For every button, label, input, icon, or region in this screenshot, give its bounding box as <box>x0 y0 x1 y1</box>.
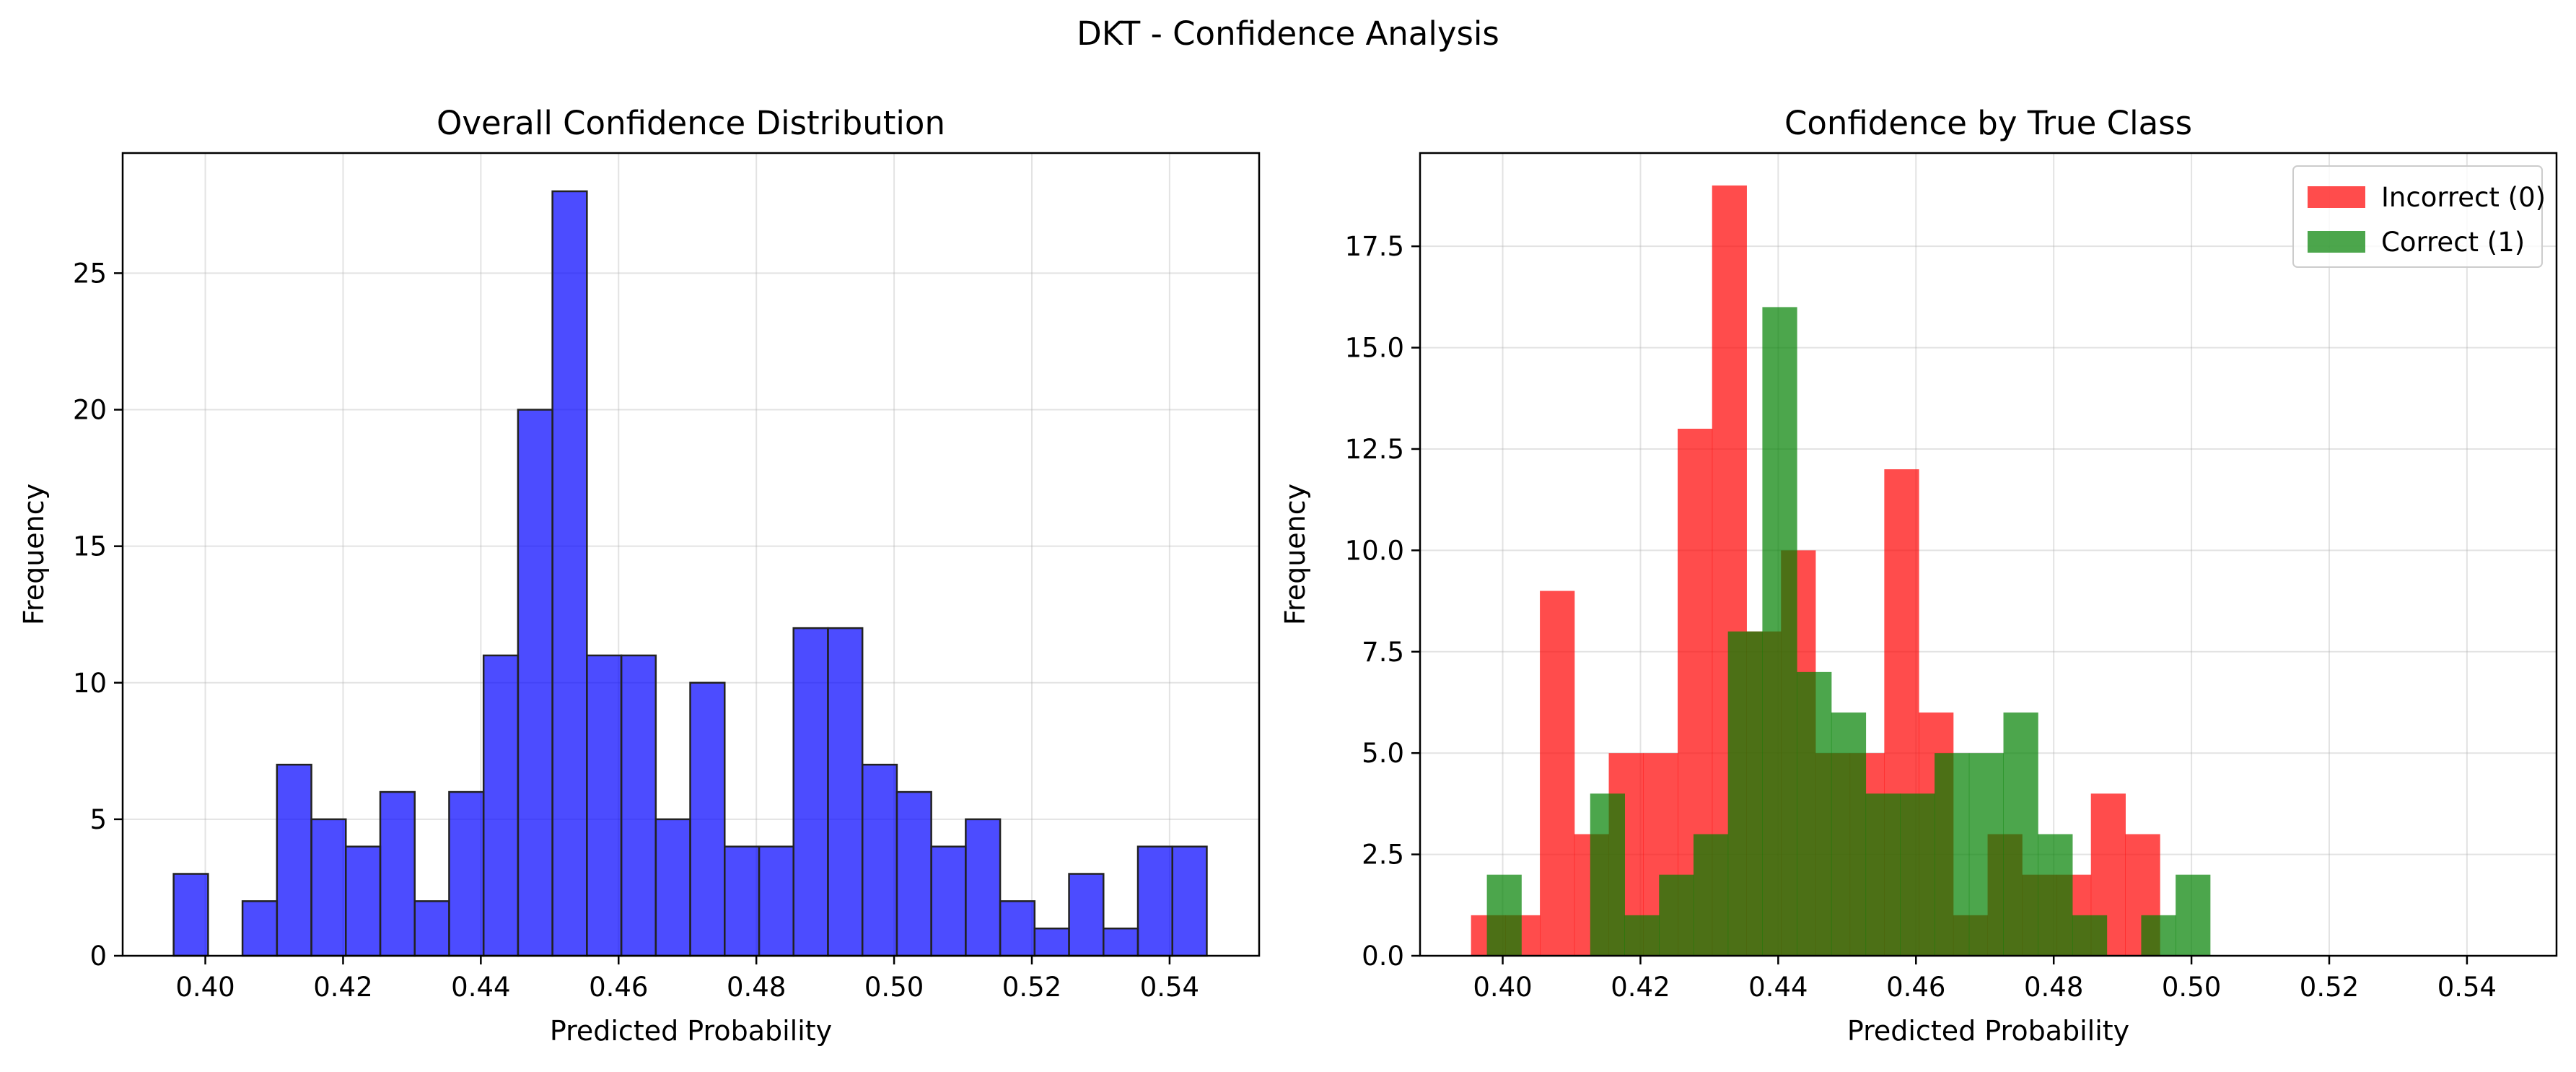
overall-bar <box>999 900 1036 957</box>
left-ytick-label: 5 <box>89 804 107 835</box>
right-ytick-label: 5.0 <box>1362 738 1404 769</box>
right-xtick-label: 0.46 <box>1886 972 1945 1003</box>
overall-bar <box>551 190 588 957</box>
left-xtick-label: 0.52 <box>1002 972 1061 1003</box>
overall-bar <box>482 654 520 957</box>
right-xtick-label: 0.40 <box>1473 972 1532 1003</box>
right-ytick-label: 2.5 <box>1362 840 1404 871</box>
correct-bar <box>1693 834 1729 956</box>
right-xtick-label: 0.42 <box>1611 972 1670 1003</box>
correct-bar <box>2176 874 2211 956</box>
right-ytick-label: 7.5 <box>1362 637 1404 668</box>
correct-bar <box>2072 915 2108 956</box>
left-ticks: 0.40 0.42 0.44 0.46 0.48 0.50 0.52 0.54 0 5 10 15 20… <box>73 258 1199 1003</box>
correct-bar <box>1727 631 1763 956</box>
left-chart-title: Overall Confidence Distribution <box>437 104 945 142</box>
right-chart-title: Confidence by True Class <box>1784 104 2192 142</box>
figure-title: DKT - Confidence Analysis <box>1077 14 1499 53</box>
overall-bar <box>172 873 209 957</box>
right-axes-frame <box>1419 152 2558 957</box>
right-bars <box>1471 185 2211 956</box>
overall-bar <box>724 845 761 957</box>
right-ytick-label: 0.0 <box>1362 941 1404 972</box>
right-xtick-label: 0.48 <box>2024 972 2083 1003</box>
overall-bar <box>895 790 932 957</box>
left-xtick-label: 0.50 <box>864 972 924 1003</box>
overall-bar <box>379 790 416 957</box>
overall-bar <box>689 681 726 957</box>
right-x-axis-label: Predicted Probability <box>1847 1015 2129 1047</box>
overall-bar <box>792 627 829 957</box>
overall-bar <box>276 763 312 957</box>
overall-bar <box>930 845 967 957</box>
overall-bar <box>241 900 279 957</box>
right-ticks: 0.40 0.42 0.44 0.46 0.48 0.50 0.52 0.54 0.0 2.5 5.… <box>1345 231 2497 1003</box>
overall-bar <box>758 845 794 957</box>
left-axes-frame <box>121 152 1261 957</box>
overall-bar <box>586 654 623 957</box>
left-ytick-label: 20 <box>73 395 107 426</box>
left-bars <box>172 190 1208 957</box>
correct-bar <box>1797 671 1832 956</box>
correct-bar <box>1486 874 1522 956</box>
correct-bar <box>1968 753 2004 956</box>
right-ytick-label: 10.0 <box>1345 535 1404 566</box>
overall-bar <box>965 818 1002 957</box>
correct-bar <box>1831 713 1867 956</box>
incorrect-bar <box>1540 591 1575 956</box>
correct-bar <box>1900 793 1935 956</box>
legend-swatch-correct <box>2308 231 2365 253</box>
correct-bar <box>1590 793 1625 956</box>
correct-bar <box>2038 834 2073 956</box>
left-xtick-label: 0.42 <box>313 972 372 1003</box>
legend-swatch-incorrect <box>2308 186 2365 208</box>
overall-bar <box>861 763 898 957</box>
overall-bar <box>1171 845 1208 957</box>
overall-bar <box>1068 873 1105 957</box>
correct-bar <box>2141 915 2176 956</box>
right-xtick-label: 0.54 <box>2437 972 2497 1003</box>
left-xtick-label: 0.40 <box>175 972 235 1003</box>
right-ytick-label: 12.5 <box>1345 434 1404 465</box>
overall-bar <box>310 818 347 957</box>
right-xtick-label: 0.52 <box>2300 972 2359 1003</box>
left-x-axis-label: Predicted Probability <box>550 1015 832 1047</box>
overall-confidence-histogram: 0.40 0.42 0.44 0.46 0.48 0.50 0.52 0.54 0 5 10 15 20… <box>18 104 1261 1047</box>
left-ytick-label: 15 <box>73 531 107 562</box>
left-y-axis-label: Frequency <box>18 484 50 625</box>
right-ytick-label: 15.0 <box>1345 333 1404 364</box>
correct-bar <box>1624 915 1660 956</box>
correct-bar <box>2003 713 2038 956</box>
overall-bar <box>827 627 864 957</box>
correct-bar <box>1762 307 1797 956</box>
overall-bar <box>1136 845 1173 957</box>
legend: Incorrect (0) Correct (1) <box>2292 165 2546 268</box>
left-ytick-label: 10 <box>73 668 107 699</box>
left-ytick-label: 0 <box>89 941 107 972</box>
left-ytick-label: 25 <box>73 258 107 289</box>
left-xtick-label: 0.54 <box>1140 972 1199 1003</box>
overall-bar <box>1103 927 1139 957</box>
overall-bar <box>448 790 485 957</box>
correct-bar <box>1659 874 1694 956</box>
legend-label-correct: Correct (1) <box>2381 227 2525 258</box>
overall-bar <box>345 845 382 957</box>
left-xtick-label: 0.48 <box>727 972 786 1003</box>
confidence-by-class-histogram: 0.40 0.42 0.44 0.46 0.48 0.50 0.52 0.54 0.0 2.5 5.… <box>1279 104 2558 1047</box>
overall-bar <box>1033 927 1070 957</box>
left-xtick-label: 0.46 <box>589 972 648 1003</box>
overall-bar <box>517 409 553 957</box>
left-xtick-label: 0.44 <box>451 972 510 1003</box>
correct-bar <box>1935 753 1970 956</box>
legend-label-incorrect: Incorrect (0) <box>2381 182 2546 213</box>
right-xtick-label: 0.44 <box>1748 972 1808 1003</box>
right-y-axis-label: Frequency <box>1279 484 1311 625</box>
correct-bar <box>1865 793 1901 956</box>
overall-bar <box>620 654 657 957</box>
overall-bar <box>654 818 691 957</box>
right-xtick-label: 0.50 <box>2162 972 2221 1003</box>
overall-bar <box>413 900 450 957</box>
right-ytick-label: 17.5 <box>1345 231 1404 262</box>
